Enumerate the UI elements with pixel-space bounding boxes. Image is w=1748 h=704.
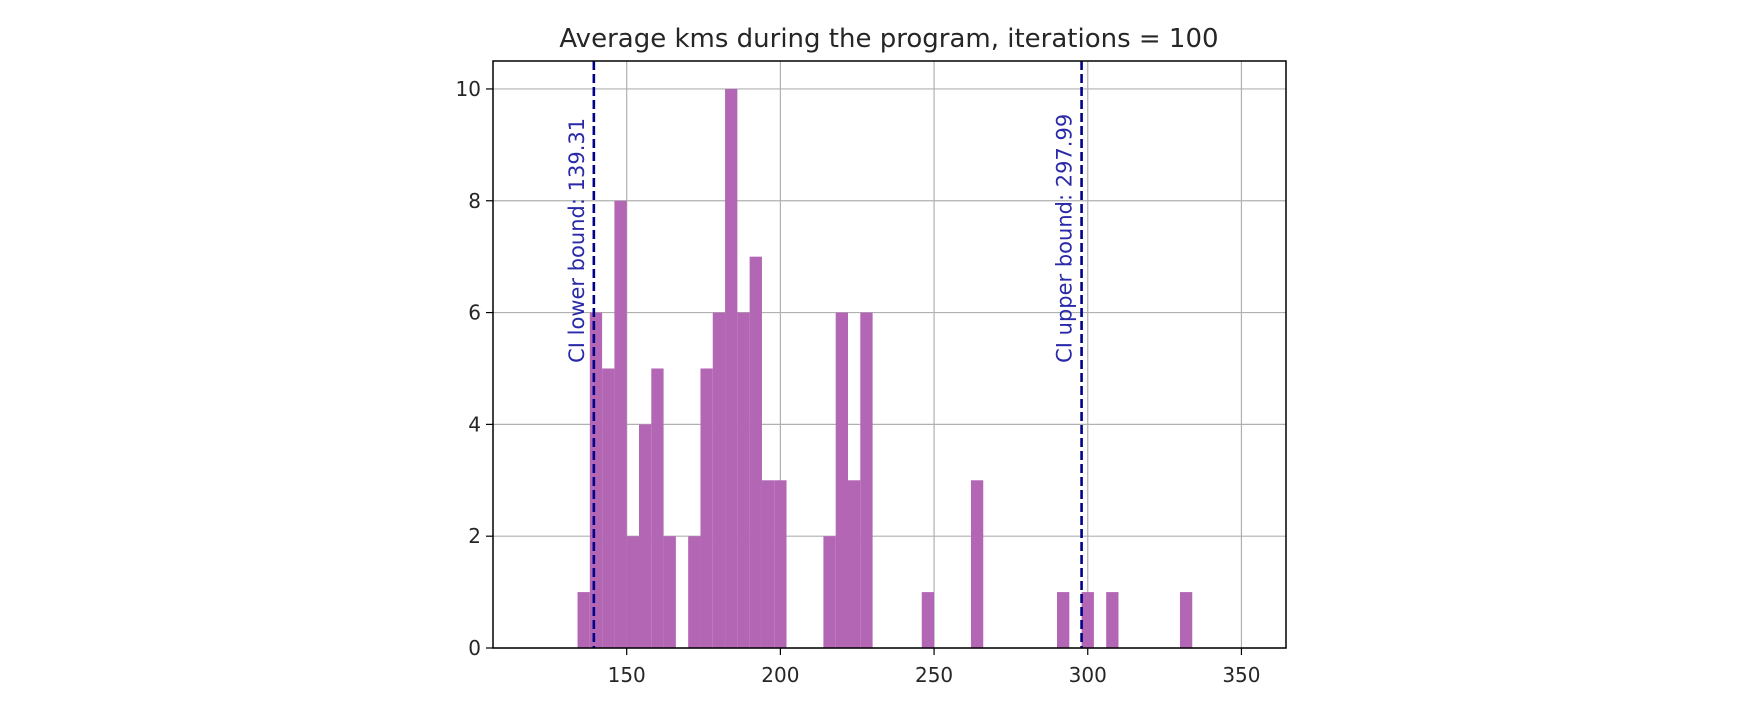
histogram-bar xyxy=(970,480,984,648)
y-tick-label: 4 xyxy=(468,412,481,436)
histogram-bar xyxy=(725,88,738,648)
histogram-bar xyxy=(663,536,676,648)
histogram-bar xyxy=(860,312,873,648)
histogram-bar xyxy=(1106,592,1119,648)
histogram-bar xyxy=(749,256,762,648)
histogram-bar xyxy=(700,368,713,648)
y-tick-label: 8 xyxy=(468,189,481,213)
histogram-bar xyxy=(1179,592,1193,648)
chart-title: Average kms during the program, iteratio… xyxy=(559,24,1218,54)
histogram-bar xyxy=(1081,592,1094,648)
histogram-bar xyxy=(737,312,750,648)
axis-ticks: 150 200 250 300 350 0 2 4 6 8 10 xyxy=(456,77,1261,687)
x-tick-label: 250 xyxy=(915,663,953,687)
x-tick-label: 200 xyxy=(761,663,799,687)
x-tick-label: 300 xyxy=(1069,663,1107,687)
ci-lines: CI lower bound: 139.31 CI upper bound: 29… xyxy=(565,61,1083,648)
histogram-bar xyxy=(626,536,639,648)
x-tick-label: 350 xyxy=(1222,663,1260,687)
plot-frame xyxy=(492,60,1287,649)
histogram-bar xyxy=(638,424,652,648)
histogram-bar xyxy=(589,312,603,648)
ci-lower-label: CI lower bound: 139.31 xyxy=(565,118,589,363)
histogram-bars xyxy=(577,88,1193,648)
histogram-bar xyxy=(651,368,664,648)
x-tick-label: 150 xyxy=(608,663,646,687)
histogram-bar xyxy=(761,480,775,648)
histogram-bar xyxy=(823,536,836,648)
histogram-bar xyxy=(602,368,615,648)
histogram-bar xyxy=(835,312,849,648)
histogram-bar xyxy=(921,592,935,648)
histogram-bar xyxy=(577,592,590,648)
ci-upper-label: CI upper bound: 297.99 xyxy=(1053,114,1077,363)
histogram-bar xyxy=(1057,592,1070,648)
histogram-bar xyxy=(774,480,787,648)
histogram-bar xyxy=(712,312,726,648)
y-tick-label: 10 xyxy=(456,77,481,101)
histogram-bar xyxy=(688,536,701,648)
histogram-bar xyxy=(614,200,627,648)
histogram-bar xyxy=(848,480,861,648)
y-tick-label: 0 xyxy=(468,636,481,660)
y-tick-label: 2 xyxy=(468,524,481,548)
y-tick-label: 6 xyxy=(468,301,481,325)
